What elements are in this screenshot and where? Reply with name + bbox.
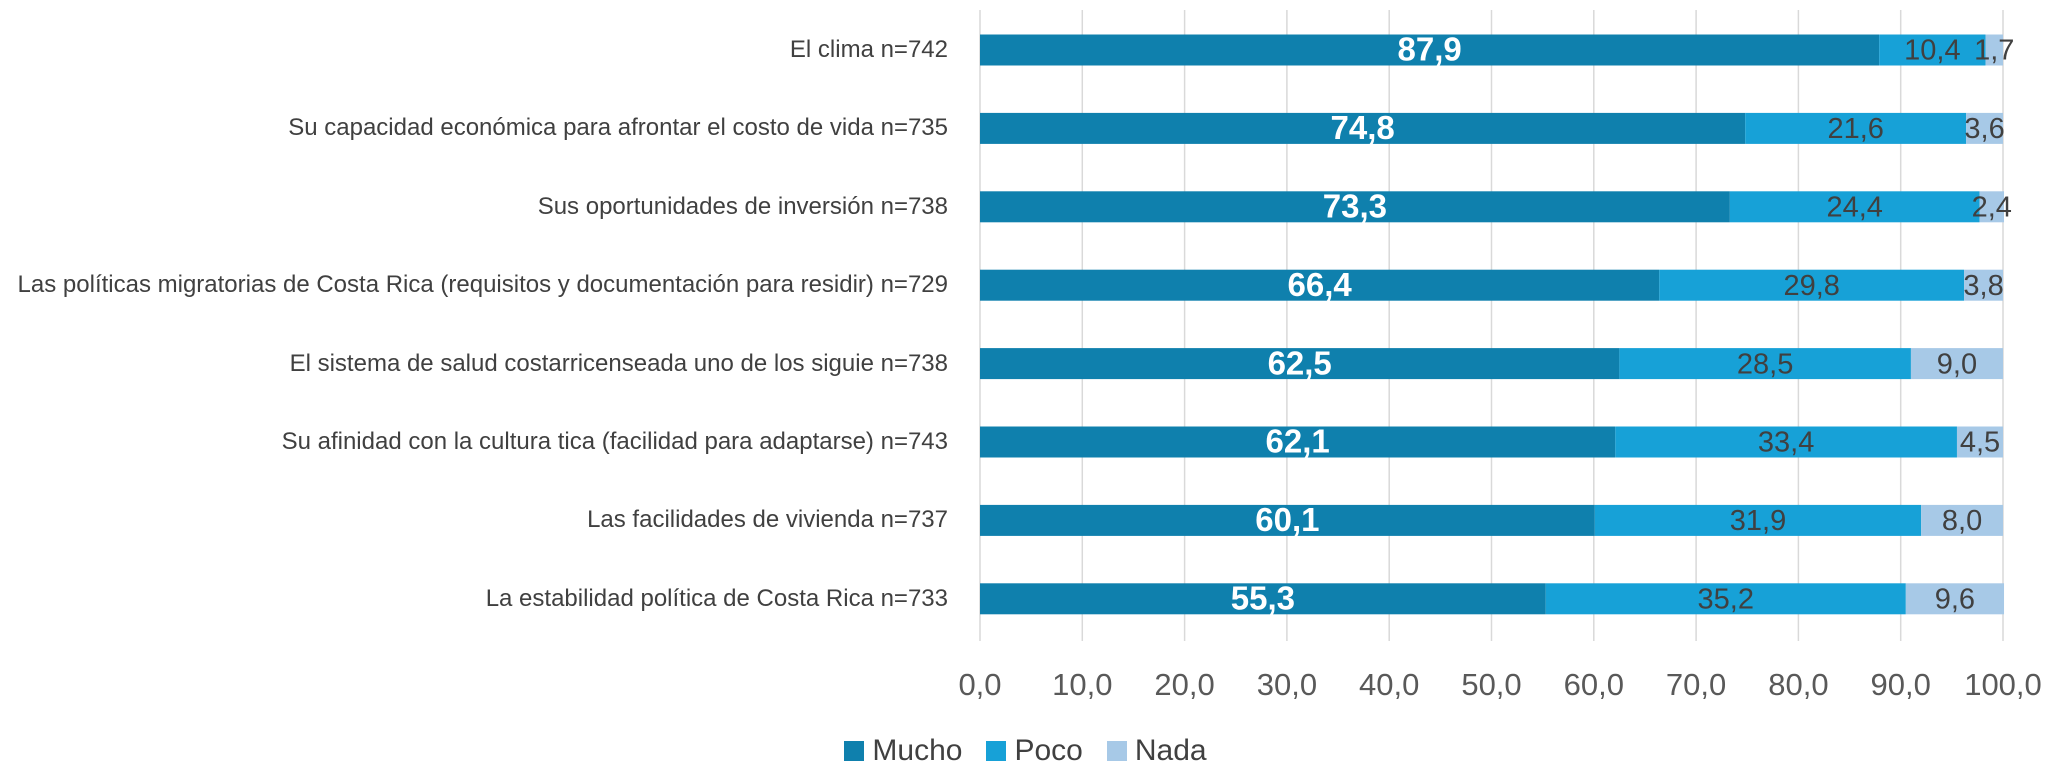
bar-segment: [1956, 426, 2003, 458]
bar-segment: [1594, 504, 1922, 536]
data-label: 21,6: [1827, 113, 1883, 145]
data-label: 9,0: [1937, 348, 1977, 380]
y-tick-label: Las políticas migratorias de Costa Rica …: [17, 271, 948, 299]
data-label: 62,1: [1266, 423, 1330, 460]
bar-segment: [1966, 112, 2003, 144]
data-label: 62,5: [1268, 344, 1332, 381]
bar-segment: [1615, 426, 1957, 458]
data-label: 3,8: [1963, 270, 2003, 302]
legend-label: Poco: [1014, 734, 1083, 767]
x-tick-label: 10,0: [1052, 667, 1112, 702]
bar-segment: [980, 348, 1620, 380]
data-label: 2,4: [1972, 191, 2012, 223]
legend: Mucho Poco Nada: [0, 734, 2051, 768]
bar-segment: [980, 112, 1746, 144]
data-label: 28,5: [1737, 348, 1793, 380]
data-label: 33,4: [1758, 427, 1814, 459]
data-label: 35,2: [1698, 583, 1754, 615]
data-label: 73,3: [1323, 188, 1387, 225]
x-tick-label: 40,0: [1359, 667, 1419, 702]
bar-segment: [1921, 504, 2003, 536]
data-label: 3,6: [1964, 113, 2004, 145]
data-label: 8,0: [1942, 505, 1982, 537]
x-tick-label: 80,0: [1768, 667, 1828, 702]
y-tick-label: Su capacidad económica para afrontar el …: [288, 114, 948, 142]
data-label: 74,8: [1330, 109, 1394, 146]
x-tick-label: 50,0: [1461, 667, 1521, 702]
bar-segment: [1545, 583, 1906, 615]
bar-segment: [980, 34, 1880, 66]
bar-segment: [1879, 34, 1986, 66]
y-tick-label: El clima n=742: [789, 36, 948, 63]
x-tick-label: 100,0: [1964, 667, 2042, 702]
legend-swatch: [986, 741, 1007, 761]
data-label: 60,1: [1255, 501, 1319, 538]
x-tick-label: 0,0: [958, 667, 1001, 702]
bar-segment: [980, 269, 1660, 301]
bar-segment: [1659, 269, 1965, 301]
y-tick-label: Las facilidades de vivienda n=737: [587, 506, 948, 534]
legend-item: Nada: [1106, 734, 1207, 768]
data-label: 24,4: [1826, 191, 1882, 223]
y-tick-label: La estabilidad política de Costa Rica n=…: [485, 584, 948, 612]
x-tick-label: 70,0: [1666, 667, 1726, 702]
x-tick-label: 20,0: [1154, 667, 1214, 702]
bar-segment: [980, 583, 1546, 615]
data-label: 9,6: [1935, 583, 1975, 615]
data-label: 10,4: [1904, 35, 1960, 67]
legend-item: Poco: [986, 734, 1083, 768]
bar-segment: [1729, 191, 1980, 223]
data-label: 29,8: [1783, 270, 1839, 302]
legend-swatch: [844, 741, 865, 761]
data-label: 4,5: [1960, 427, 2000, 459]
data-label: 31,9: [1730, 505, 1786, 537]
legend-swatch: [1106, 741, 1127, 761]
bar-segment: [1964, 269, 2003, 301]
data-label: 1,7: [1974, 35, 2014, 67]
bar-segment: [1979, 191, 2005, 223]
bar-segment: [1619, 348, 1911, 380]
data-label: 87,9: [1397, 31, 1461, 68]
x-tick-label: 90,0: [1871, 667, 1931, 702]
bar-segment: [1985, 34, 2003, 66]
y-tick-label: Sus oportunidades de inversión n=738: [537, 192, 948, 220]
x-tick-label: 60,0: [1564, 667, 1624, 702]
data-label: 66,4: [1288, 266, 1353, 303]
data-label: 55,3: [1231, 580, 1295, 617]
bar-segment: [1910, 348, 2003, 380]
x-tick-label: 30,0: [1257, 667, 1317, 702]
bar-segment: [1745, 112, 1967, 144]
bar-segment: [980, 426, 1616, 458]
y-tick-label: Su afinidad con la cultura tica (facilid…: [281, 428, 948, 455]
legend-label: Nada: [1134, 734, 1207, 767]
bar-segment: [980, 191, 1730, 223]
y-tick-label: El sistema de salud costarricenseada uno…: [289, 349, 948, 377]
bar-segment: [1905, 583, 2005, 615]
legend-item: Mucho: [844, 734, 962, 768]
legend-label: Mucho: [872, 734, 963, 767]
bar-segment: [980, 504, 1595, 536]
